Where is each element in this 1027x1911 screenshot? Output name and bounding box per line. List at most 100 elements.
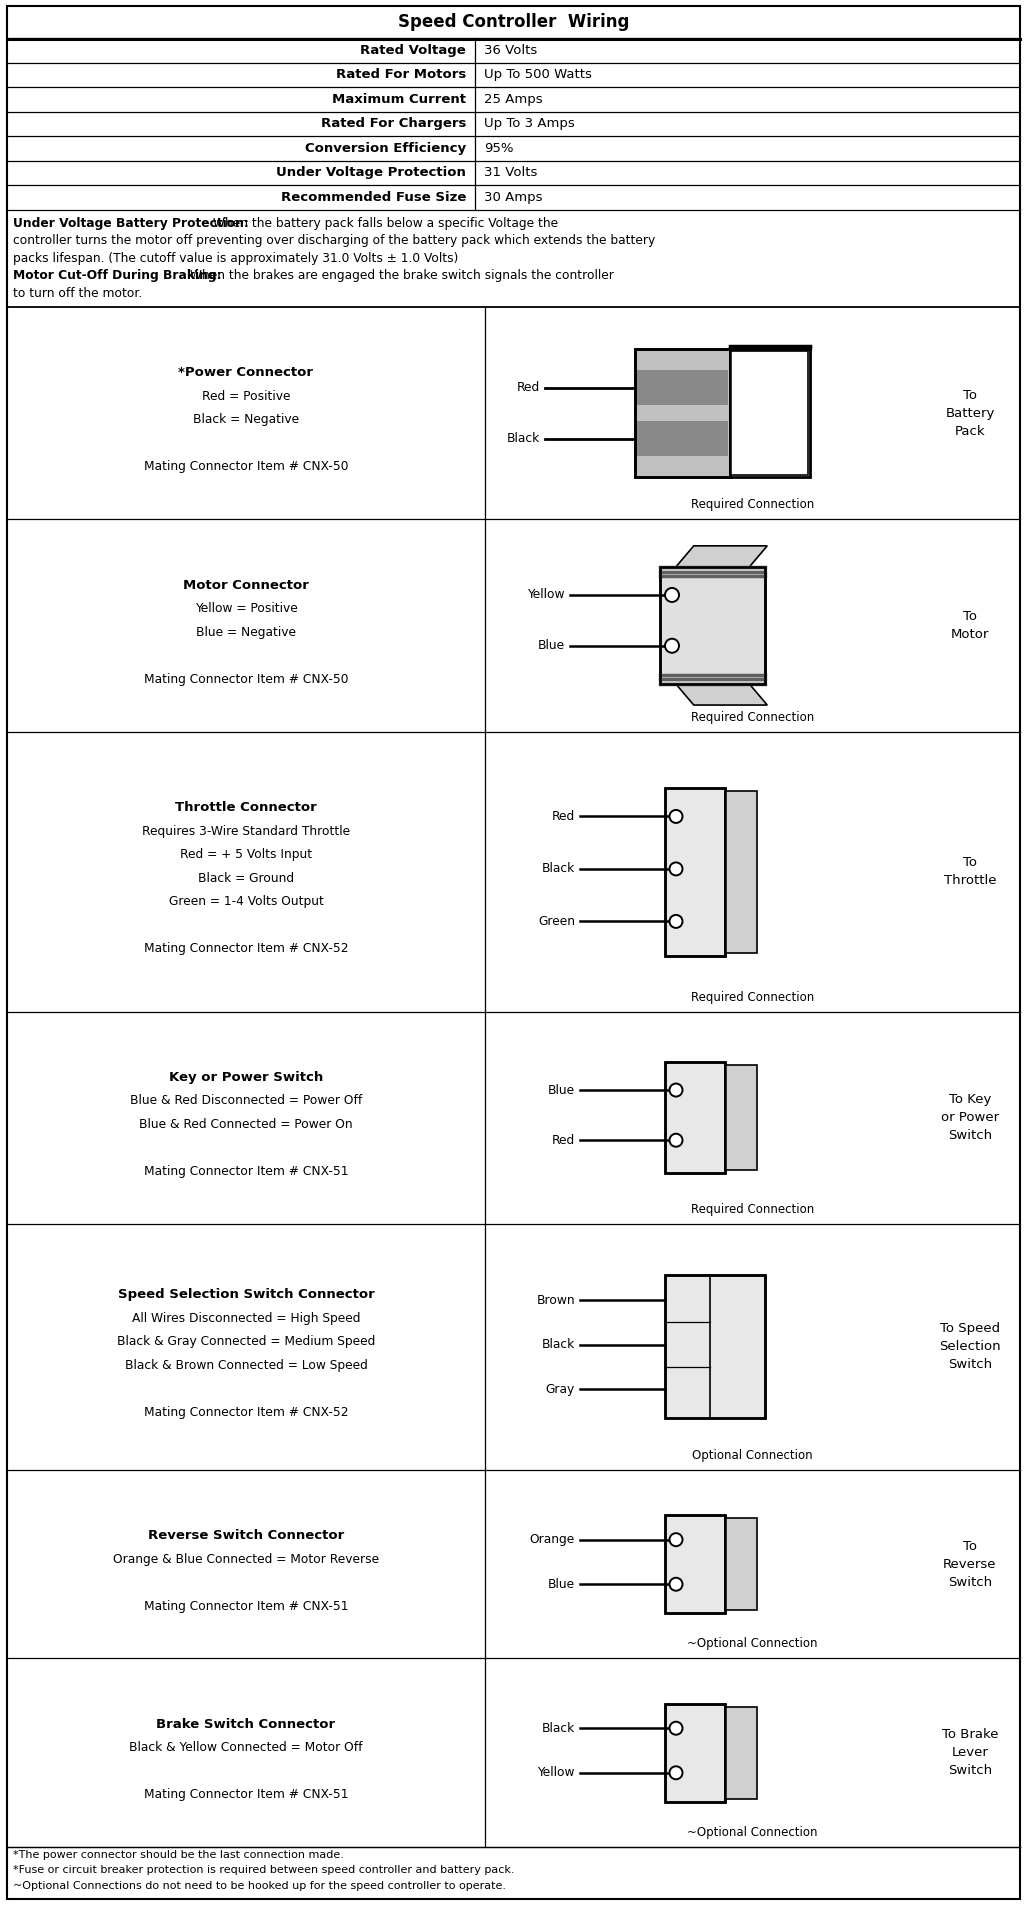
Text: Black & Gray Connected = Medium Speed: Black & Gray Connected = Medium Speed — [117, 1336, 375, 1349]
Text: Speed Selection Switch Connector: Speed Selection Switch Connector — [118, 1288, 375, 1301]
Text: ~Optional Connection: ~Optional Connection — [687, 1827, 817, 1838]
Bar — [665, 1515, 725, 1613]
Text: Black: Black — [542, 1338, 575, 1351]
Text: Red = Positive: Red = Positive — [201, 390, 291, 403]
Text: Blue & Red Disconnected = Power Off: Blue & Red Disconnected = Power Off — [129, 1095, 363, 1106]
Text: Black = Negative: Black = Negative — [193, 413, 299, 426]
Bar — [637, 420, 728, 436]
Text: Maximum Current: Maximum Current — [332, 94, 466, 105]
Text: Red: Red — [551, 810, 575, 824]
Bar — [725, 1707, 757, 1798]
Text: Blue: Blue — [547, 1578, 575, 1590]
Text: Rated Voltage: Rated Voltage — [360, 44, 466, 57]
Text: Requires 3-Wire Standard Throttle: Requires 3-Wire Standard Throttle — [142, 826, 350, 837]
Text: 36 Volts: 36 Volts — [484, 44, 537, 57]
Bar — [665, 1515, 725, 1613]
Text: Throttle Connector: Throttle Connector — [176, 801, 317, 814]
Text: Mating Connector Item # CNX-51: Mating Connector Item # CNX-51 — [144, 1600, 348, 1613]
Text: Key or Power Switch: Key or Power Switch — [168, 1070, 324, 1084]
Bar — [725, 1066, 757, 1170]
Bar — [725, 791, 757, 952]
Circle shape — [670, 862, 683, 875]
Text: All Wires Disconnected = High Speed: All Wires Disconnected = High Speed — [131, 1311, 360, 1324]
Text: Motor Cut-Off During Braking:: Motor Cut-Off During Braking: — [13, 269, 222, 283]
Text: Under Voltage Protection: Under Voltage Protection — [276, 166, 466, 180]
Bar — [637, 441, 728, 457]
Text: Motor Connector: Motor Connector — [183, 579, 309, 592]
Bar — [725, 1517, 757, 1611]
Text: 25 Amps: 25 Amps — [484, 94, 542, 105]
Circle shape — [670, 1133, 683, 1147]
Polygon shape — [676, 547, 767, 568]
Text: To
Motor: To Motor — [951, 610, 989, 640]
Bar — [665, 1705, 725, 1802]
Bar — [637, 432, 728, 445]
Text: Black: Black — [506, 432, 540, 445]
Text: *Fuse or circuit breaker protection is required between speed controller and bat: *Fuse or circuit breaker protection is r… — [13, 1865, 515, 1875]
Text: When the brakes are engaged the brake switch signals the controller: When the brakes are engaged the brake sw… — [186, 269, 613, 283]
Circle shape — [670, 1084, 683, 1097]
Text: Blue: Blue — [547, 1084, 575, 1097]
Text: packs lifespan. (The cutoff value is approximately 31.0 Volts ± 1.0 Volts): packs lifespan. (The cutoff value is app… — [13, 252, 458, 266]
Text: Mating Connector Item # CNX-50: Mating Connector Item # CNX-50 — [144, 673, 348, 686]
Text: Up To 500 Watts: Up To 500 Watts — [484, 69, 592, 82]
Bar — [660, 568, 765, 684]
Text: Mating Connector Item # CNX-52: Mating Connector Item # CNX-52 — [144, 1406, 348, 1418]
Text: Under Voltage Battery Protection:: Under Voltage Battery Protection: — [13, 216, 249, 229]
Text: Rated For Motors: Rated For Motors — [336, 69, 466, 82]
Text: Black & Yellow Connected = Motor Off: Black & Yellow Connected = Motor Off — [129, 1741, 363, 1754]
Text: To Brake
Lever
Switch: To Brake Lever Switch — [942, 1728, 998, 1777]
Text: Blue = Negative: Blue = Negative — [196, 625, 296, 638]
Text: To Key
or Power
Switch: To Key or Power Switch — [941, 1093, 999, 1143]
Text: Mating Connector Item # CNX-51: Mating Connector Item # CNX-51 — [144, 1789, 348, 1802]
Text: controller turns the motor off preventing over discharging of the battery pack w: controller turns the motor off preventin… — [13, 235, 655, 247]
Text: To
Throttle: To Throttle — [944, 856, 996, 887]
Text: *Power Connector: *Power Connector — [179, 367, 313, 380]
Text: Brake Switch Connector: Brake Switch Connector — [156, 1718, 336, 1731]
Bar — [635, 350, 810, 478]
Circle shape — [670, 915, 683, 929]
Text: Required Connection: Required Connection — [691, 499, 814, 512]
Text: Gray: Gray — [545, 1384, 575, 1395]
Bar — [665, 787, 725, 956]
Text: Red = + 5 Volts Input: Red = + 5 Volts Input — [180, 848, 312, 862]
Text: Mating Connector Item # CNX-52: Mating Connector Item # CNX-52 — [144, 942, 348, 956]
Text: Speed Controller  Wiring: Speed Controller Wiring — [397, 13, 630, 31]
Text: Reverse Switch Connector: Reverse Switch Connector — [148, 1529, 344, 1542]
Text: Optional Connection: Optional Connection — [692, 1449, 812, 1462]
Text: Green: Green — [538, 915, 575, 929]
Text: Black: Black — [542, 1722, 575, 1735]
Text: Brown: Brown — [536, 1294, 575, 1307]
Text: ~Optional Connections do not need to be hooked up for the speed controller to op: ~Optional Connections do not need to be … — [13, 1880, 506, 1890]
Text: Mating Connector Item # CNX-51: Mating Connector Item # CNX-51 — [144, 1166, 348, 1177]
Circle shape — [670, 1578, 683, 1590]
Bar — [635, 350, 730, 478]
Text: Yellow: Yellow — [528, 589, 565, 602]
Text: Black & Brown Connected = Low Speed: Black & Brown Connected = Low Speed — [124, 1359, 368, 1372]
Bar — [637, 390, 728, 405]
Circle shape — [670, 1722, 683, 1735]
Bar — [665, 1275, 765, 1418]
Text: Red: Red — [551, 1133, 575, 1147]
Text: Blue: Blue — [538, 640, 565, 652]
Bar — [665, 1705, 725, 1802]
Text: Conversion Efficiency: Conversion Efficiency — [305, 141, 466, 155]
Text: Up To 3 Amps: Up To 3 Amps — [484, 117, 575, 130]
Bar — [665, 1063, 725, 1173]
Text: To Speed
Selection
Switch: To Speed Selection Switch — [939, 1322, 1001, 1372]
Text: 30 Amps: 30 Amps — [484, 191, 542, 204]
Text: Orange & Blue Connected = Motor Reverse: Orange & Blue Connected = Motor Reverse — [113, 1552, 379, 1565]
Circle shape — [670, 1533, 683, 1546]
Bar — [730, 352, 808, 474]
Text: Blue & Red Connected = Power On: Blue & Red Connected = Power On — [140, 1118, 353, 1131]
Text: When the battery pack falls below a specific Voltage the: When the battery pack falls below a spec… — [210, 216, 559, 229]
Bar — [665, 1275, 765, 1418]
Polygon shape — [676, 684, 767, 705]
Text: 31 Volts: 31 Volts — [484, 166, 537, 180]
Text: 95%: 95% — [484, 141, 514, 155]
Bar — [660, 568, 765, 684]
Text: Rated For Chargers: Rated For Chargers — [320, 117, 466, 130]
Text: Required Connection: Required Connection — [691, 1202, 814, 1215]
Text: Recommended Fuse Size: Recommended Fuse Size — [280, 191, 466, 204]
Text: Red: Red — [517, 380, 540, 394]
